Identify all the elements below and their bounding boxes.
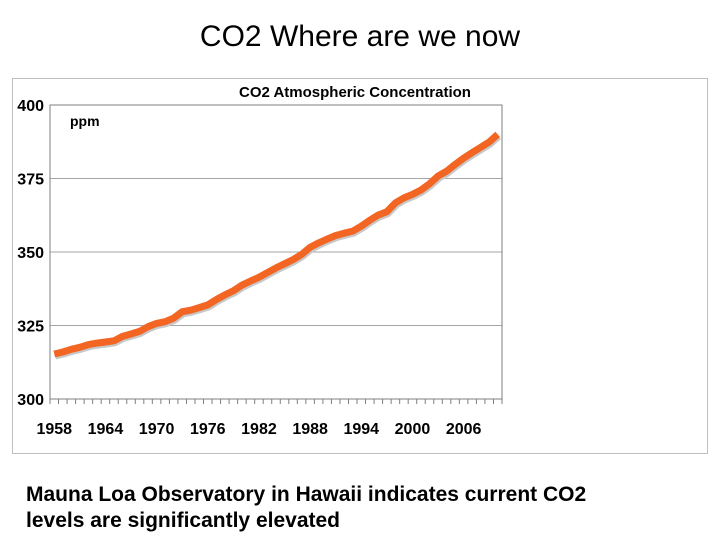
y-tick-label-350: 350 — [17, 245, 44, 262]
chart-title: CO2 Atmospheric Concentration — [239, 84, 471, 101]
y-tick-label-325: 325 — [17, 319, 44, 336]
x-tick-label-1970: 1970 — [139, 421, 175, 438]
x-tick-label-1958: 1958 — [36, 421, 72, 438]
y-axis-unit-label: ppm — [70, 113, 100, 129]
co2-series-line — [53, 131, 501, 358]
x-tick-label-1976: 1976 — [190, 421, 226, 438]
x-tick-label-1994: 1994 — [343, 421, 379, 438]
footer-line-2: levels are significantly elevated — [26, 509, 340, 532]
footer-line-1: Mauna Loa Observatory in Hawaii indicate… — [26, 483, 587, 506]
slide-title: CO2 Where are we now — [199, 20, 521, 53]
slide-footer: Mauna Loa Observatory in Hawaii indicate… — [26, 482, 586, 534]
x-tick-label-1988: 1988 — [292, 421, 328, 438]
chart-frame — [12, 78, 708, 454]
co2-line-chart: CO2 Atmospheric Concentration 300 325 350 3… — [17, 84, 503, 438]
x-tick-label-2000: 2000 — [395, 421, 431, 438]
x-tick-label-1982: 1982 — [241, 421, 277, 438]
y-tick-label-375: 375 — [17, 172, 44, 189]
x-tick-label-1964: 1964 — [88, 421, 124, 438]
x-tick-label-2006: 2006 — [446, 421, 482, 438]
y-tick-label-400: 400 — [17, 98, 44, 115]
y-tick-label-300: 300 — [17, 392, 44, 409]
series-shadow — [54, 133, 502, 360]
plot-area — [49, 104, 503, 400]
